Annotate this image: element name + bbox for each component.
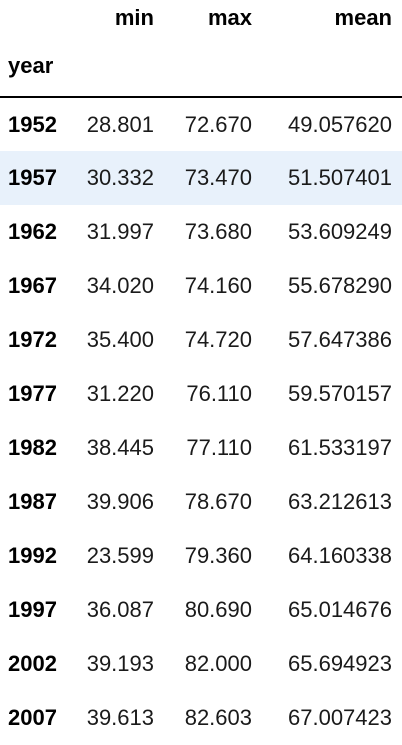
cell-max: 73.680 <box>184 219 252 244</box>
row-index-year: 1992 <box>8 543 57 568</box>
cell-mean: 57.647386 <box>288 327 392 352</box>
table-row: 1997 36.087 80.690 65.014676 <box>0 583 402 637</box>
row-index-year: 2002 <box>8 651 57 676</box>
cell-min: 31.997 <box>86 219 154 244</box>
column-header-max: max <box>207 5 252 30</box>
cell-min: 39.613 <box>86 705 154 730</box>
cell-mean: 59.570157 <box>288 381 392 406</box>
cell-min: 36.087 <box>86 597 154 622</box>
index-name-row: year <box>0 36 402 98</box>
row-index-year: 1972 <box>8 327 57 352</box>
row-index-year: 1967 <box>8 273 57 298</box>
cell-max: 74.720 <box>184 327 252 352</box>
row-index-year: 1982 <box>8 435 57 460</box>
cell-min: 39.193 <box>86 651 154 676</box>
cell-mean: 67.007423 <box>288 705 392 730</box>
table-row: 1992 23.599 79.360 64.160338 <box>0 529 402 583</box>
corner-cell <box>0 0 74 36</box>
cell-mean: 49.057620 <box>288 111 392 137</box>
cell-min: 35.400 <box>86 327 154 352</box>
row-index-year: 1987 <box>8 489 57 514</box>
table-row: 1957 30.332 73.470 51.507401 <box>0 151 402 205</box>
table-row: 1977 31.220 76.110 59.570157 <box>0 367 402 421</box>
cell-max: 76.110 <box>186 381 252 406</box>
cell-min: 31.220 <box>86 381 154 406</box>
index-name: year <box>0 36 74 98</box>
row-index-year: 1957 <box>8 165 57 190</box>
cell-max: 74.160 <box>184 273 252 298</box>
index-name-spacer <box>262 36 402 98</box>
cell-max: 73.470 <box>184 165 252 190</box>
cell-max: 82.603 <box>184 705 252 730</box>
cell-mean: 65.694923 <box>288 651 392 676</box>
column-header-min: min <box>114 5 154 30</box>
table-row: 1972 35.400 74.720 57.647386 <box>0 313 402 367</box>
table-row: 2007 39.613 82.603 67.007423 <box>0 691 402 745</box>
row-index-year: 1952 <box>8 111 57 137</box>
table-row: 1962 31.997 73.680 53.609249 <box>0 205 402 259</box>
cell-min: 23.599 <box>86 543 154 568</box>
cell-max: 77.110 <box>186 435 252 460</box>
cell-max: 79.360 <box>184 543 252 568</box>
cell-mean: 61.533197 <box>288 435 392 460</box>
table-row: 1952 28.801 72.670 49.057620 <box>0 97 402 151</box>
table-header: min max mean year <box>0 0 402 98</box>
index-name-spacer <box>164 36 262 98</box>
cell-min: 34.020 <box>86 273 154 298</box>
cell-min: 39.906 <box>86 489 154 514</box>
row-index-year: 1977 <box>8 381 57 406</box>
cell-max: 80.690 <box>184 597 252 622</box>
index-name-spacer <box>74 36 164 98</box>
cell-mean: 64.160338 <box>288 543 392 568</box>
cell-mean: 51.507401 <box>288 165 392 190</box>
cell-max: 72.670 <box>184 111 252 137</box>
cell-max: 78.670 <box>184 489 252 514</box>
cell-mean: 65.014676 <box>288 597 392 622</box>
row-index-year: 1962 <box>8 219 57 244</box>
row-index-year: 2007 <box>8 705 57 730</box>
column-header-mean: mean <box>334 5 392 30</box>
table-row: 1987 39.906 78.670 63.212613 <box>0 475 402 529</box>
table-row: 1967 34.020 74.160 55.678290 <box>0 259 402 313</box>
cell-min: 38.445 <box>86 435 154 460</box>
table-body: 1952 28.801 72.670 49.057620 1957 30.332 73.47… <box>0 97 402 745</box>
cell-mean: 53.609249 <box>288 219 392 244</box>
cell-mean: 55.678290 <box>288 273 392 298</box>
cell-min: 30.332 <box>86 165 154 190</box>
cell-mean: 63.212613 <box>288 489 392 514</box>
cell-max: 82.000 <box>184 651 252 676</box>
cell-min: 28.801 <box>86 111 154 137</box>
table-row: 2002 39.193 82.000 65.694923 <box>0 637 402 691</box>
column-header-row: min max mean <box>0 0 402 36</box>
table-row: 1982 38.445 77.110 61.533197 <box>0 421 402 475</box>
row-index-year: 1997 <box>8 597 57 622</box>
